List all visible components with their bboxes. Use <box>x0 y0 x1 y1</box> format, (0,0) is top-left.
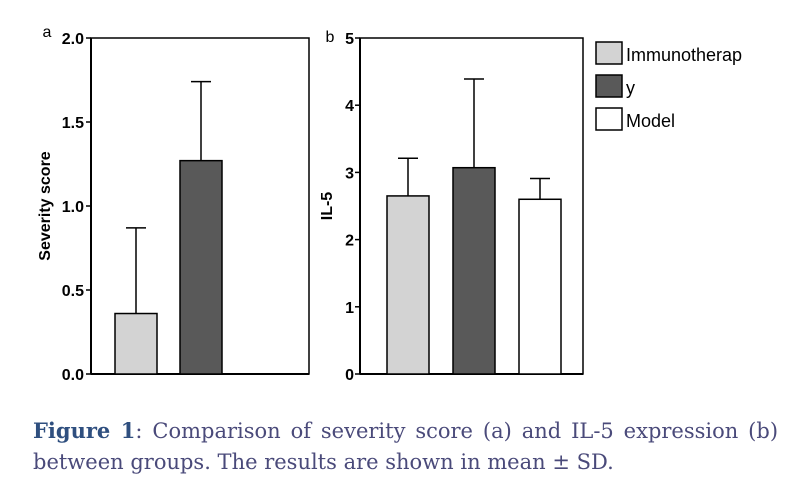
panel-b-bar <box>518 198 562 375</box>
legend-label: y <box>626 78 635 98</box>
panel-a-y-tick-label: 2.0 <box>62 31 84 48</box>
panel-b-y-tick-label: 3 <box>345 165 354 182</box>
panel-a-y-axis-label: Severity score <box>37 151 54 261</box>
panel-a-y-tick-label: 0.0 <box>62 367 84 384</box>
panel-a-y-tick-label: 0.5 <box>62 283 84 300</box>
panel-a-bar <box>114 312 158 375</box>
panel-b-y-tick-label: 5 <box>345 31 354 48</box>
figure-caption: Figure 1: Comparison of severity score (… <box>33 415 778 478</box>
panel-b-y-tick-label: 1 <box>345 300 354 317</box>
legend-swatch <box>595 74 623 98</box>
panel-b-y-tick-label: 2 <box>345 233 354 250</box>
panel-b-label: b <box>326 29 335 46</box>
legend-swatch <box>595 41 623 65</box>
figure-label: Figure 1 <box>33 418 136 443</box>
panel-b-y-tick-label: 4 <box>345 98 354 115</box>
panel-b-bar <box>452 166 496 375</box>
panel-b-bar <box>386 195 430 375</box>
panel-a-y-tick-label: 1.5 <box>62 115 84 132</box>
legend-label: Model <box>626 111 675 131</box>
panel-b-y-axis-label: IL-5 <box>319 192 336 221</box>
panel-a-label: a <box>43 24 52 41</box>
legend-label: Immunotherap <box>626 45 742 65</box>
panel-b-y-tick-label: 0 <box>345 367 354 384</box>
panel-a-y-tick-label: 1.0 <box>62 199 84 216</box>
figure-chart: 0.0 0.5 1.0 1.5 2.0 Severity score a 0 1 2 3 4 5 IL-5… <box>37 24 742 384</box>
caption-text: : Comparison of severity score (a) and I… <box>33 419 779 474</box>
legend-swatch <box>595 107 623 131</box>
panel-a-bar <box>179 159 223 375</box>
